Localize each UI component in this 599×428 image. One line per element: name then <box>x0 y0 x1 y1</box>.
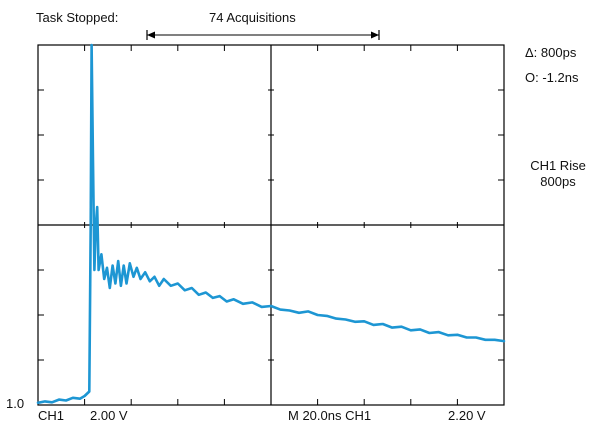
cursor-offset-readout: O: -1.2ns <box>525 70 579 85</box>
measurement-value: 800ps <box>540 174 576 189</box>
channel-reference-marker: 1.0 <box>6 396 25 411</box>
ch1-waveform-trace <box>36 43 506 405</box>
cursor-delta-readout: Δ: 800ps <box>525 45 577 60</box>
timebase-trigger-source: M 20.0ns CH1 <box>288 408 372 423</box>
task-status-label: Task Stopped: <box>36 10 119 25</box>
span-arrow-left-head <box>147 31 155 39</box>
volts-per-division: 2.00 V <box>90 408 128 423</box>
acquisition-span-arrow <box>146 30 380 40</box>
graticule <box>37 44 505 406</box>
span-arrow-right-head <box>371 31 379 39</box>
acquisition-count: 74 Acquisitions <box>209 10 296 25</box>
trigger-level: 2.20 V <box>448 408 486 423</box>
channel-label: CH1 <box>38 408 65 423</box>
measurement-label: CH1 Rise <box>530 158 586 173</box>
